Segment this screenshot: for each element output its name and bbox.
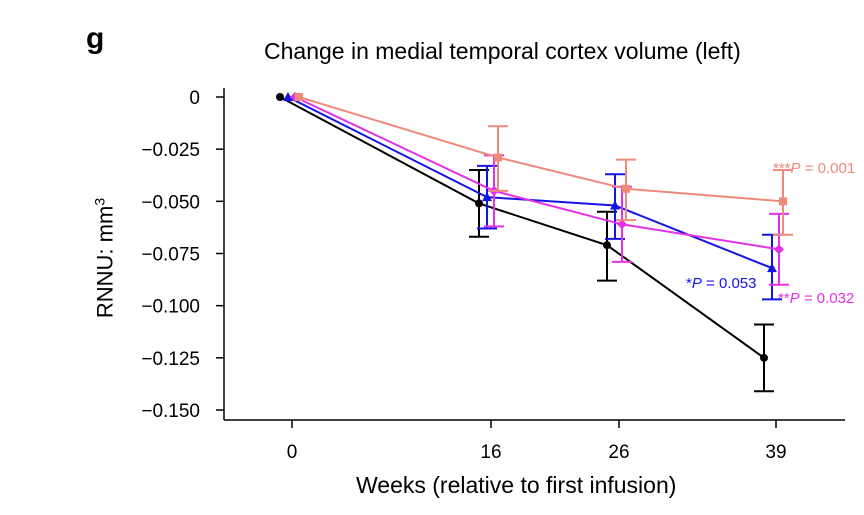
series-line-black [279, 96, 765, 359]
data-point-blue [767, 263, 777, 273]
y-tick-label: −0.125 [141, 349, 200, 370]
y-tick-label: −0.025 [141, 140, 200, 161]
p-value-annotation-magenta: **P = 0.032 [778, 290, 854, 307]
panel-label: g [86, 22, 105, 55]
data-point-magenta [774, 244, 784, 255]
data-point-salmon [622, 184, 630, 193]
data-point-salmon [779, 197, 787, 206]
y-tick-label: −0.075 [141, 245, 200, 266]
p-value-annotation-salmon: ***P = 0.001 [773, 160, 855, 177]
data-point-black [276, 93, 284, 101]
chart-title: Change in medial temporal cortex volume … [264, 38, 741, 64]
x-tick-label: 0 [287, 442, 298, 463]
data-point-blue [283, 92, 293, 101]
y-tick-label: −0.150 [141, 401, 200, 422]
data-point-blue [610, 200, 620, 210]
series-line-magenta [294, 96, 780, 251]
y-tick-label: −0.050 [141, 192, 200, 213]
data-point-salmon [494, 153, 502, 162]
series-line-blue [287, 96, 773, 270]
data-point-magenta [617, 219, 627, 230]
x-tick-label: 39 [765, 442, 786, 463]
x-tick-label: 26 [608, 442, 629, 463]
data-point-black [760, 353, 768, 362]
p-value-annotation-blue: *P = 0.053 [686, 275, 757, 292]
data-point-black [603, 241, 611, 250]
x-axis-label: Weeks (relative to first infusion) [356, 472, 677, 498]
data-point-black [475, 199, 483, 208]
x-tick-label: 16 [480, 442, 501, 463]
y-tick-label: −0.100 [141, 297, 200, 318]
y-tick-label: 0 [189, 88, 200, 109]
series-line-salmon [298, 96, 784, 203]
data-point-blue [482, 192, 492, 202]
data-point-salmon [295, 93, 303, 101]
